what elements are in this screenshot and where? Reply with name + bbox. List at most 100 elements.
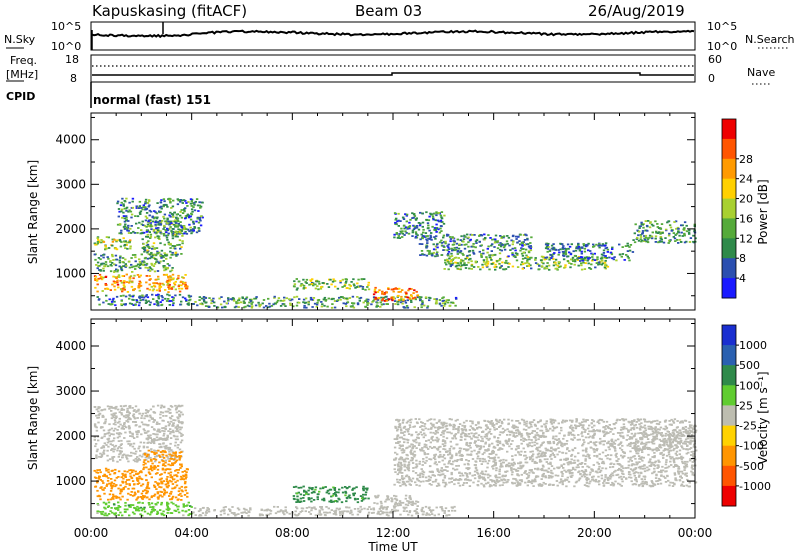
power-cell — [169, 215, 172, 218]
vel-cell — [656, 419, 659, 422]
power-cell — [139, 281, 142, 284]
power-cell — [159, 301, 162, 303]
vel-cell — [316, 498, 319, 501]
power-cell — [391, 299, 394, 302]
power-cell — [124, 266, 127, 268]
vel-cell — [558, 432, 561, 435]
vel-cell — [107, 438, 110, 441]
power-cell — [638, 227, 641, 229]
power-cell — [561, 246, 565, 249]
power-cell — [384, 296, 387, 298]
vel-cell — [141, 412, 144, 415]
vel-cell — [393, 494, 396, 497]
power-cell — [526, 243, 530, 245]
vel-cell — [179, 455, 182, 457]
vel-cell — [304, 490, 307, 493]
power-cell — [491, 238, 494, 241]
vel-cell — [560, 426, 563, 429]
power-cell — [199, 215, 203, 218]
power-cell — [156, 252, 160, 254]
vel-cell — [422, 510, 425, 513]
vel-cell — [237, 513, 240, 515]
vel-cell — [338, 488, 341, 491]
power-cell — [416, 294, 419, 297]
power-cell — [243, 302, 246, 304]
vel-cell — [144, 423, 148, 426]
power-cell — [446, 245, 449, 247]
vel-cell — [181, 404, 184, 407]
power-cell — [203, 300, 206, 303]
power-cell — [142, 206, 145, 208]
power-cell — [393, 233, 396, 236]
vel-cell — [389, 510, 393, 513]
power-cell — [188, 223, 191, 226]
vel-cell — [181, 434, 184, 436]
vel-cell — [531, 421, 534, 423]
vel-cell — [359, 495, 363, 497]
power-cell — [149, 253, 152, 256]
vel-cell — [339, 514, 342, 517]
power-cell — [169, 270, 172, 273]
vel-cell — [125, 420, 128, 422]
power-cell — [367, 302, 370, 305]
vel-cell — [414, 509, 417, 512]
vel-cell — [112, 433, 115, 436]
power-cell — [559, 248, 562, 251]
vel-cell — [125, 414, 128, 417]
vel-cell — [443, 510, 446, 512]
power-cell — [401, 289, 404, 291]
vel-cell — [171, 483, 175, 485]
power-cell — [411, 297, 415, 299]
power-cell — [254, 304, 258, 307]
power-cell — [675, 227, 678, 230]
vel-cell — [167, 424, 171, 427]
power-cell — [136, 232, 139, 234]
vel-cell — [152, 421, 155, 423]
vel-cell — [183, 482, 187, 485]
power-cell — [98, 303, 101, 306]
power-cell — [556, 268, 559, 271]
vel-cell — [299, 511, 302, 513]
vel-cell — [157, 449, 160, 452]
vel-cell — [147, 455, 150, 458]
power-cell — [131, 200, 134, 203]
power-cell — [169, 211, 172, 214]
power-cell — [144, 302, 148, 304]
power-cell — [494, 268, 497, 271]
power-cell — [381, 290, 384, 293]
vel-cell — [416, 478, 419, 481]
power-cell — [116, 202, 119, 205]
vel-cell — [165, 491, 168, 494]
power-cell — [408, 298, 412, 300]
vel-cell — [164, 447, 168, 450]
vel-cell — [109, 490, 113, 492]
power-cell — [128, 241, 131, 244]
power-cell — [96, 241, 100, 243]
vel-cell — [585, 473, 588, 476]
vel-cell — [146, 430, 149, 433]
vel-cell — [678, 442, 681, 445]
vel-cell — [425, 444, 428, 446]
power-cell — [492, 261, 495, 264]
vel-cell — [442, 448, 445, 450]
vel-cell — [382, 507, 385, 510]
vel-cell — [148, 473, 152, 475]
power-cell — [593, 259, 597, 261]
power-cell — [104, 287, 107, 290]
power-cell — [444, 301, 447, 303]
power-cell — [398, 287, 401, 290]
power-cell — [580, 264, 583, 267]
power-cell — [426, 305, 430, 308]
power-cell — [194, 200, 197, 203]
vel-cell — [282, 510, 285, 512]
power-cell — [145, 208, 149, 210]
vel-cell — [145, 466, 148, 469]
power-cell — [232, 297, 235, 300]
vel-cell — [134, 470, 137, 473]
vel-cell — [145, 489, 148, 492]
power-cell — [113, 288, 117, 291]
power-cell — [104, 265, 107, 268]
power-cell — [181, 281, 184, 283]
power-cell — [470, 245, 473, 248]
vel-cell — [94, 443, 98, 445]
